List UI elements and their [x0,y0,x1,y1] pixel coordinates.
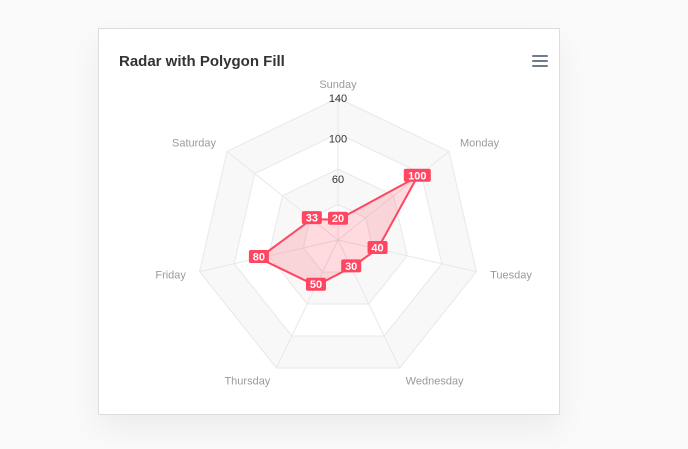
spoke-2 [337,239,477,273]
data-label: 80 [253,252,265,264]
spoke-1 [337,151,450,241]
axis-label-monday: Monday [460,138,500,150]
data-label: 33 [306,213,318,225]
chart-title: Radar with Polygon Fill [119,53,285,70]
data-label: 30 [345,261,357,273]
y-tick-label: 140 [329,93,347,105]
hamburger-menu-icon[interactable] [532,55,548,69]
data-label-bg [403,168,431,182]
spoke-6 [226,151,339,241]
series-area [257,175,419,287]
axis-label-thursday: Thursday [224,376,270,388]
axis-label-saturday: Saturday [172,138,217,150]
data-label-bg [248,250,269,264]
data-label: 20 [332,213,344,225]
y-tick-label: 100 [329,134,347,146]
data-label-bg [305,277,326,291]
y-tick-label: 60 [332,174,344,186]
data-label: 40 [371,243,383,255]
spoke-4 [275,239,339,369]
data-label-bg [367,241,388,255]
chart-card: Radar with Polygon Fill 20 60 100 140 Sunday… [98,28,560,415]
data-label-bg [341,259,362,273]
radar-chart: 20 60 100 140 Sunday Monday Tuesday Wednesday Th… [155,79,532,388]
data-label: 100 [408,170,426,182]
data-label-bg [328,211,348,225]
axis-label-friday: Friday [155,270,186,282]
data-label: 50 [310,279,322,291]
axis-label-wednesday: Wednesday [406,376,464,388]
axis-label-tuesday: Tuesday [490,270,532,282]
data-label-bg [301,211,322,225]
axis-label-sunday: Sunday [319,79,357,91]
